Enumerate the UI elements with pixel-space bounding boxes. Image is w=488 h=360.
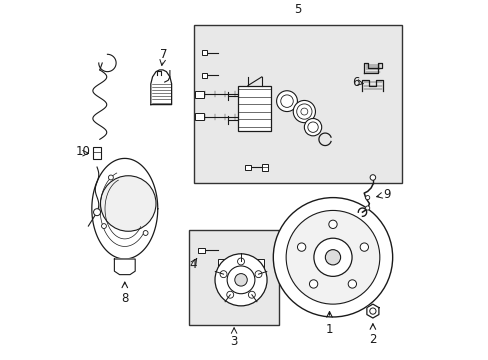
Circle shape <box>108 175 113 180</box>
Polygon shape <box>114 259 135 275</box>
Circle shape <box>347 280 356 288</box>
Text: 6: 6 <box>351 76 359 89</box>
Bar <box>238 86 271 131</box>
Circle shape <box>360 243 368 251</box>
Circle shape <box>234 274 247 286</box>
Circle shape <box>102 224 106 229</box>
Bar <box>202 73 207 77</box>
Bar <box>261 163 267 171</box>
Circle shape <box>297 243 305 251</box>
Circle shape <box>369 308 375 314</box>
Text: 5: 5 <box>294 3 302 16</box>
Circle shape <box>237 258 244 265</box>
Polygon shape <box>150 70 171 105</box>
Bar <box>188 230 279 325</box>
Text: 7: 7 <box>160 48 167 61</box>
Bar <box>202 50 207 55</box>
Bar <box>195 91 203 98</box>
Circle shape <box>328 220 336 229</box>
Text: 3: 3 <box>230 336 237 348</box>
Polygon shape <box>92 158 158 259</box>
Text: 9: 9 <box>382 188 390 201</box>
Circle shape <box>313 238 351 276</box>
Circle shape <box>255 271 262 278</box>
Polygon shape <box>366 304 378 318</box>
Circle shape <box>365 195 369 200</box>
Circle shape <box>293 100 315 123</box>
Bar <box>197 248 204 253</box>
Circle shape <box>309 280 317 288</box>
Circle shape <box>248 291 255 298</box>
Circle shape <box>215 254 266 306</box>
Bar <box>93 147 101 159</box>
Circle shape <box>325 249 340 265</box>
Text: 2: 2 <box>368 333 376 346</box>
Circle shape <box>273 198 392 317</box>
Circle shape <box>226 291 233 298</box>
Circle shape <box>296 104 311 119</box>
Circle shape <box>304 118 321 136</box>
Text: 1: 1 <box>325 323 333 336</box>
Text: 10: 10 <box>76 145 90 158</box>
Circle shape <box>227 266 254 294</box>
Circle shape <box>93 209 101 216</box>
Text: 8: 8 <box>121 292 128 305</box>
Bar <box>195 113 203 120</box>
Circle shape <box>101 176 156 231</box>
Circle shape <box>280 95 293 107</box>
Bar <box>244 165 250 170</box>
Circle shape <box>220 271 226 278</box>
Circle shape <box>285 211 379 304</box>
Circle shape <box>276 91 297 112</box>
Circle shape <box>143 230 148 235</box>
Circle shape <box>365 206 369 210</box>
Circle shape <box>307 122 318 132</box>
Circle shape <box>369 175 375 180</box>
Bar <box>194 25 402 183</box>
Bar <box>218 259 263 268</box>
Circle shape <box>300 108 307 115</box>
Text: 4: 4 <box>189 258 197 271</box>
